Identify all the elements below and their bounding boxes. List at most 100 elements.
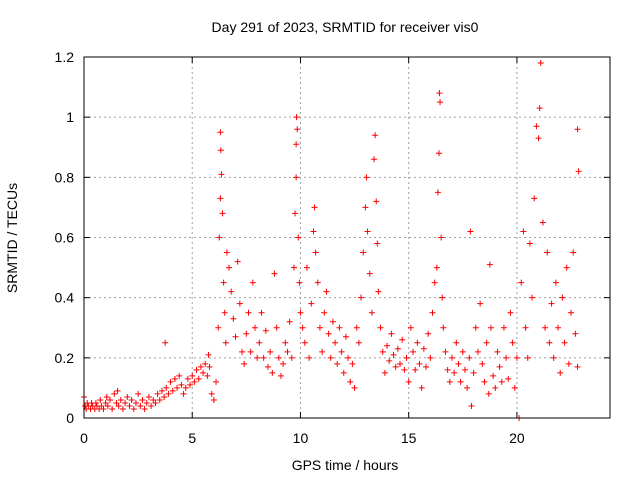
- data-point: [106, 396, 113, 403]
- data-point: [485, 390, 492, 397]
- data-point: [165, 390, 172, 397]
- data-point: [425, 330, 432, 337]
- data-point: [128, 396, 135, 403]
- data-point: [364, 228, 371, 235]
- data-point: [574, 363, 581, 370]
- data-point: [156, 396, 163, 403]
- data-point: [210, 396, 217, 403]
- data-point: [345, 354, 352, 361]
- data-point: [371, 156, 378, 163]
- data-point: [522, 324, 529, 331]
- data-point: [200, 369, 207, 376]
- plot-frame: [83, 56, 611, 419]
- data-point: [496, 363, 503, 370]
- data-point: [570, 249, 577, 256]
- data-point: [438, 234, 445, 241]
- data-point: [533, 123, 540, 130]
- data-point: [537, 60, 544, 67]
- data-point: [293, 114, 300, 121]
- data-point: [557, 369, 564, 376]
- data-point: [524, 354, 531, 361]
- data-point: [355, 339, 362, 346]
- data-point: [126, 402, 133, 409]
- data-point: [401, 366, 408, 373]
- data-point: [252, 324, 259, 331]
- data-point: [384, 342, 391, 349]
- data-point: [505, 375, 512, 382]
- data-point: [245, 309, 252, 316]
- data-point: [377, 324, 384, 331]
- data-point: [474, 348, 481, 355]
- data-point: [544, 249, 551, 256]
- data-point: [439, 294, 446, 301]
- data-point: [503, 354, 510, 361]
- data-point: [145, 393, 152, 400]
- data-point: [180, 390, 187, 397]
- data-point: [228, 288, 235, 295]
- data-point: [132, 399, 139, 406]
- data-point: [143, 399, 150, 406]
- data-point: [269, 369, 276, 376]
- data-point: [217, 195, 224, 202]
- data-point: [340, 369, 347, 376]
- data-point: [239, 348, 246, 355]
- data-point: [555, 324, 562, 331]
- data-point: [492, 384, 499, 391]
- data-point: [217, 147, 224, 154]
- data-point: [552, 279, 559, 286]
- data-point: [161, 393, 168, 400]
- data-point: [467, 228, 474, 235]
- data-point: [572, 330, 579, 337]
- data-point: [282, 339, 289, 346]
- data-point: [113, 399, 120, 406]
- data-point: [290, 264, 297, 271]
- data-point: [574, 126, 581, 133]
- data-point: [418, 384, 425, 391]
- data-point: [115, 402, 122, 409]
- data-point: [234, 258, 241, 265]
- data-point: [98, 402, 105, 409]
- data-point: [260, 354, 267, 361]
- data-point: [386, 357, 393, 364]
- data-point: [280, 360, 287, 367]
- data-point: [176, 372, 183, 379]
- data-point: [486, 261, 493, 268]
- data-point: [434, 189, 441, 196]
- data-point: [271, 270, 278, 277]
- data-point: [303, 264, 310, 271]
- data-point: [191, 378, 198, 385]
- data-point: [103, 393, 110, 400]
- y-axis-label: SRMTID / TECUs: [4, 183, 20, 293]
- data-point: [520, 228, 527, 235]
- data-point: [363, 174, 370, 181]
- data-point: [104, 402, 111, 409]
- y-tick-label: 1.2: [55, 49, 75, 65]
- data-point: [444, 366, 451, 373]
- data-point: [407, 324, 414, 331]
- data-point: [171, 375, 178, 382]
- data-point: [518, 279, 525, 286]
- data-point: [111, 390, 118, 397]
- data-point: [479, 360, 486, 367]
- data-point: [150, 396, 157, 403]
- data-point: [308, 300, 315, 307]
- data-point: [550, 354, 557, 361]
- data-point: [563, 264, 570, 271]
- data-point: [420, 345, 427, 352]
- data-point: [182, 384, 189, 391]
- data-point: [204, 372, 211, 379]
- data-point: [310, 228, 317, 235]
- data-point: [297, 309, 304, 316]
- data-point: [453, 339, 460, 346]
- data-point: [372, 132, 379, 139]
- data-point: [531, 195, 538, 202]
- data-point: [427, 354, 434, 361]
- data-point: [277, 372, 284, 379]
- data-point: [296, 279, 303, 286]
- data-point: [299, 324, 306, 331]
- data-point: [436, 90, 443, 97]
- data-point: [114, 387, 121, 394]
- data-point: [292, 210, 299, 217]
- data-point: [535, 135, 542, 142]
- data-point: [451, 369, 458, 376]
